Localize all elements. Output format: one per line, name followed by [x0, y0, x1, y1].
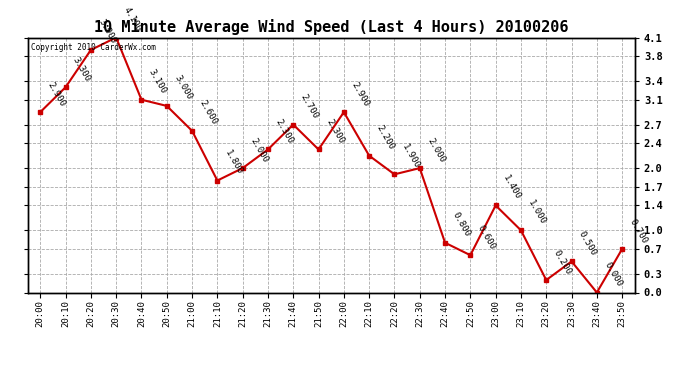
Title: 10 Minute Average Wind Speed (Last 4 Hours) 20100206: 10 Minute Average Wind Speed (Last 4 Hou…	[94, 19, 569, 35]
Text: Copyright 2010 CarderWx.com: Copyright 2010 CarderWx.com	[30, 43, 155, 52]
Text: 3.900: 3.900	[97, 18, 117, 46]
Text: 2.000: 2.000	[248, 136, 269, 164]
Text: 2.900: 2.900	[46, 80, 67, 108]
Text: 1.000: 1.000	[526, 198, 548, 226]
Text: 2.700: 2.700	[299, 93, 320, 120]
Text: 3.000: 3.000	[172, 74, 193, 102]
Text: 2.600: 2.600	[197, 99, 219, 127]
Text: 3.300: 3.300	[71, 56, 92, 83]
Text: 1.800: 1.800	[223, 148, 244, 176]
Text: 0.200: 0.200	[552, 248, 573, 276]
Text: 2.300: 2.300	[324, 117, 345, 145]
Text: 2.200: 2.200	[375, 124, 396, 152]
Text: 0.000: 0.000	[602, 261, 624, 288]
Text: 4.100: 4.100	[121, 6, 143, 33]
Text: 2.300: 2.300	[273, 117, 295, 145]
Text: 3.100: 3.100	[147, 68, 168, 96]
Text: 0.500: 0.500	[577, 230, 598, 257]
Text: 0.600: 0.600	[476, 223, 497, 251]
Text: 1.400: 1.400	[501, 174, 522, 201]
Text: 2.900: 2.900	[349, 80, 371, 108]
Text: 2.000: 2.000	[425, 136, 446, 164]
Text: 1.900: 1.900	[400, 142, 421, 170]
Text: 0.700: 0.700	[628, 217, 649, 245]
Text: 0.800: 0.800	[451, 211, 472, 238]
